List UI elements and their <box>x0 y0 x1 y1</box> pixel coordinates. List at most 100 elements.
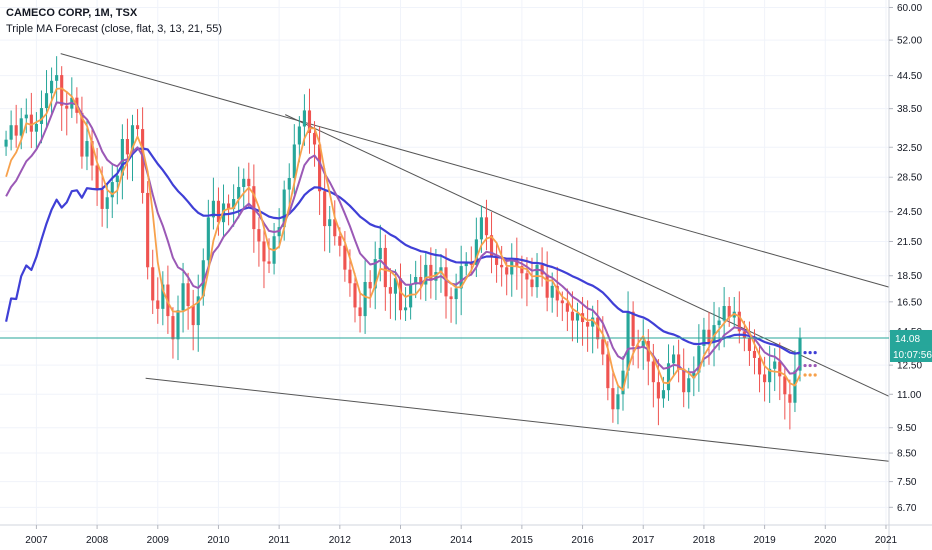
candle-body[interactable] <box>454 288 458 300</box>
lower-trendline[interactable] <box>145 377 890 462</box>
candle-body[interactable] <box>707 329 711 343</box>
candle-body[interactable] <box>768 368 772 383</box>
candle-body[interactable] <box>50 80 54 94</box>
candle-body[interactable] <box>262 241 266 262</box>
candle-body[interactable] <box>242 178 246 188</box>
candle-body[interactable] <box>409 284 413 308</box>
candle-body[interactable] <box>398 278 403 311</box>
candle-body[interactable] <box>500 264 504 268</box>
candle-body[interactable] <box>358 307 362 317</box>
candle-body[interactable] <box>520 266 524 274</box>
middle-trendline[interactable] <box>284 114 890 397</box>
candle-body[interactable] <box>146 192 150 268</box>
candle-body[interactable] <box>545 274 549 298</box>
candle-body[interactable] <box>555 285 559 301</box>
candle-body[interactable] <box>778 361 782 377</box>
candle-body[interactable] <box>135 125 140 130</box>
candle-body[interactable] <box>616 394 620 410</box>
candle-body[interactable] <box>267 261 271 264</box>
candle-body[interactable] <box>95 165 99 190</box>
candle-body[interactable] <box>4 139 8 147</box>
candle-body[interactable] <box>737 311 741 332</box>
candle-body[interactable] <box>793 370 797 403</box>
candle-body[interactable] <box>677 354 681 369</box>
candle-body[interactable] <box>752 350 757 358</box>
candle-body[interactable] <box>348 269 352 284</box>
candle-body[interactable] <box>388 287 392 294</box>
candle-body[interactable] <box>191 306 195 326</box>
candle-body[interactable] <box>631 311 635 346</box>
candle-body[interactable] <box>575 313 580 321</box>
candle-body[interactable] <box>323 191 327 227</box>
candle-body[interactable] <box>403 307 408 311</box>
candle-body[interactable] <box>90 141 94 166</box>
candle-body[interactable] <box>798 337 802 371</box>
candle-body[interactable] <box>727 306 731 318</box>
candle-body[interactable] <box>105 197 109 209</box>
candle-body[interactable] <box>363 281 367 317</box>
candle-body[interactable] <box>414 276 418 285</box>
candle-body[interactable] <box>783 376 787 395</box>
candle-body[interactable] <box>666 363 671 391</box>
candle-body[interactable] <box>621 370 625 395</box>
candle-body[interactable] <box>80 112 84 157</box>
candle-body[interactable] <box>161 284 165 309</box>
candle-body[interactable] <box>14 125 18 136</box>
candle-body[interactable] <box>474 239 478 265</box>
candle-body[interactable] <box>495 256 499 265</box>
candle-body[interactable] <box>307 110 312 133</box>
candle-body[interactable] <box>591 317 595 327</box>
candle-body[interactable] <box>717 320 721 326</box>
candle-body[interactable] <box>747 337 751 351</box>
candle-body[interactable] <box>646 340 650 362</box>
candle-body[interactable] <box>343 245 347 270</box>
candle-body[interactable] <box>419 276 423 285</box>
candle-body[interactable] <box>672 354 676 364</box>
candle-body[interactable] <box>302 110 306 127</box>
candle-body[interactable] <box>176 310 180 340</box>
candle-body[interactable] <box>484 217 489 236</box>
candle-body[interactable] <box>60 75 64 106</box>
candle-body[interactable] <box>292 144 296 179</box>
candle-body[interactable] <box>636 345 640 348</box>
candle-body[interactable] <box>196 296 200 326</box>
candle-body[interactable] <box>626 311 630 371</box>
candle-body[interactable] <box>464 262 468 267</box>
candle-body[interactable] <box>216 200 221 223</box>
candle-body[interactable] <box>393 278 398 294</box>
candle-body[interactable] <box>85 141 89 157</box>
candle-body[interactable] <box>651 361 655 383</box>
candle-body[interactable] <box>479 217 483 240</box>
candle-body[interactable] <box>489 235 494 257</box>
candle-body[interactable] <box>181 283 185 311</box>
candle-body[interactable] <box>429 264 433 281</box>
candle-body[interactable] <box>24 114 28 119</box>
candle-body[interactable] <box>227 203 231 209</box>
candle-body[interactable] <box>171 316 175 340</box>
candle-body[interactable] <box>449 296 453 300</box>
candle-body[interactable] <box>333 219 337 237</box>
time-axis[interactable]: 2007 2008 2009 2010 2011 2012 2013 2014 2015 2016… <box>25 525 898 546</box>
upper-trendline[interactable] <box>60 53 890 288</box>
candle-body[interactable] <box>130 125 135 155</box>
candle-body[interactable] <box>687 378 691 393</box>
candle-body[interactable] <box>712 325 716 343</box>
price-axis[interactable]: 60.00 52.00 44.50 38.50 32.50 28.50 24.50 21.50… <box>889 3 922 514</box>
candle-body[interactable] <box>697 345 701 373</box>
candle-body[interactable] <box>692 372 696 379</box>
candle-body[interactable] <box>656 382 660 399</box>
candle-body[interactable] <box>586 322 590 327</box>
candle-body[interactable] <box>29 114 33 132</box>
candle-body[interactable] <box>141 129 145 193</box>
candle-body[interactable] <box>641 340 645 348</box>
candle-body[interactable] <box>601 339 605 355</box>
candle-body[interactable] <box>125 138 130 155</box>
candle-body[interactable] <box>151 267 155 301</box>
candle-body[interactable] <box>65 105 69 109</box>
candle-body[interactable] <box>237 187 241 200</box>
candle-body[interactable] <box>211 200 215 218</box>
candle-body[interactable] <box>156 300 160 309</box>
candle-body[interactable] <box>353 283 357 308</box>
candle-body[interactable] <box>788 394 792 403</box>
